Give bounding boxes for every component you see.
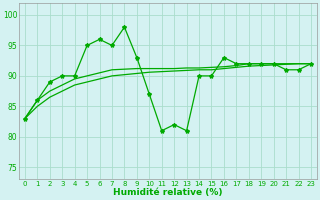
X-axis label: Humidité relative (%): Humidité relative (%)	[113, 188, 223, 197]
